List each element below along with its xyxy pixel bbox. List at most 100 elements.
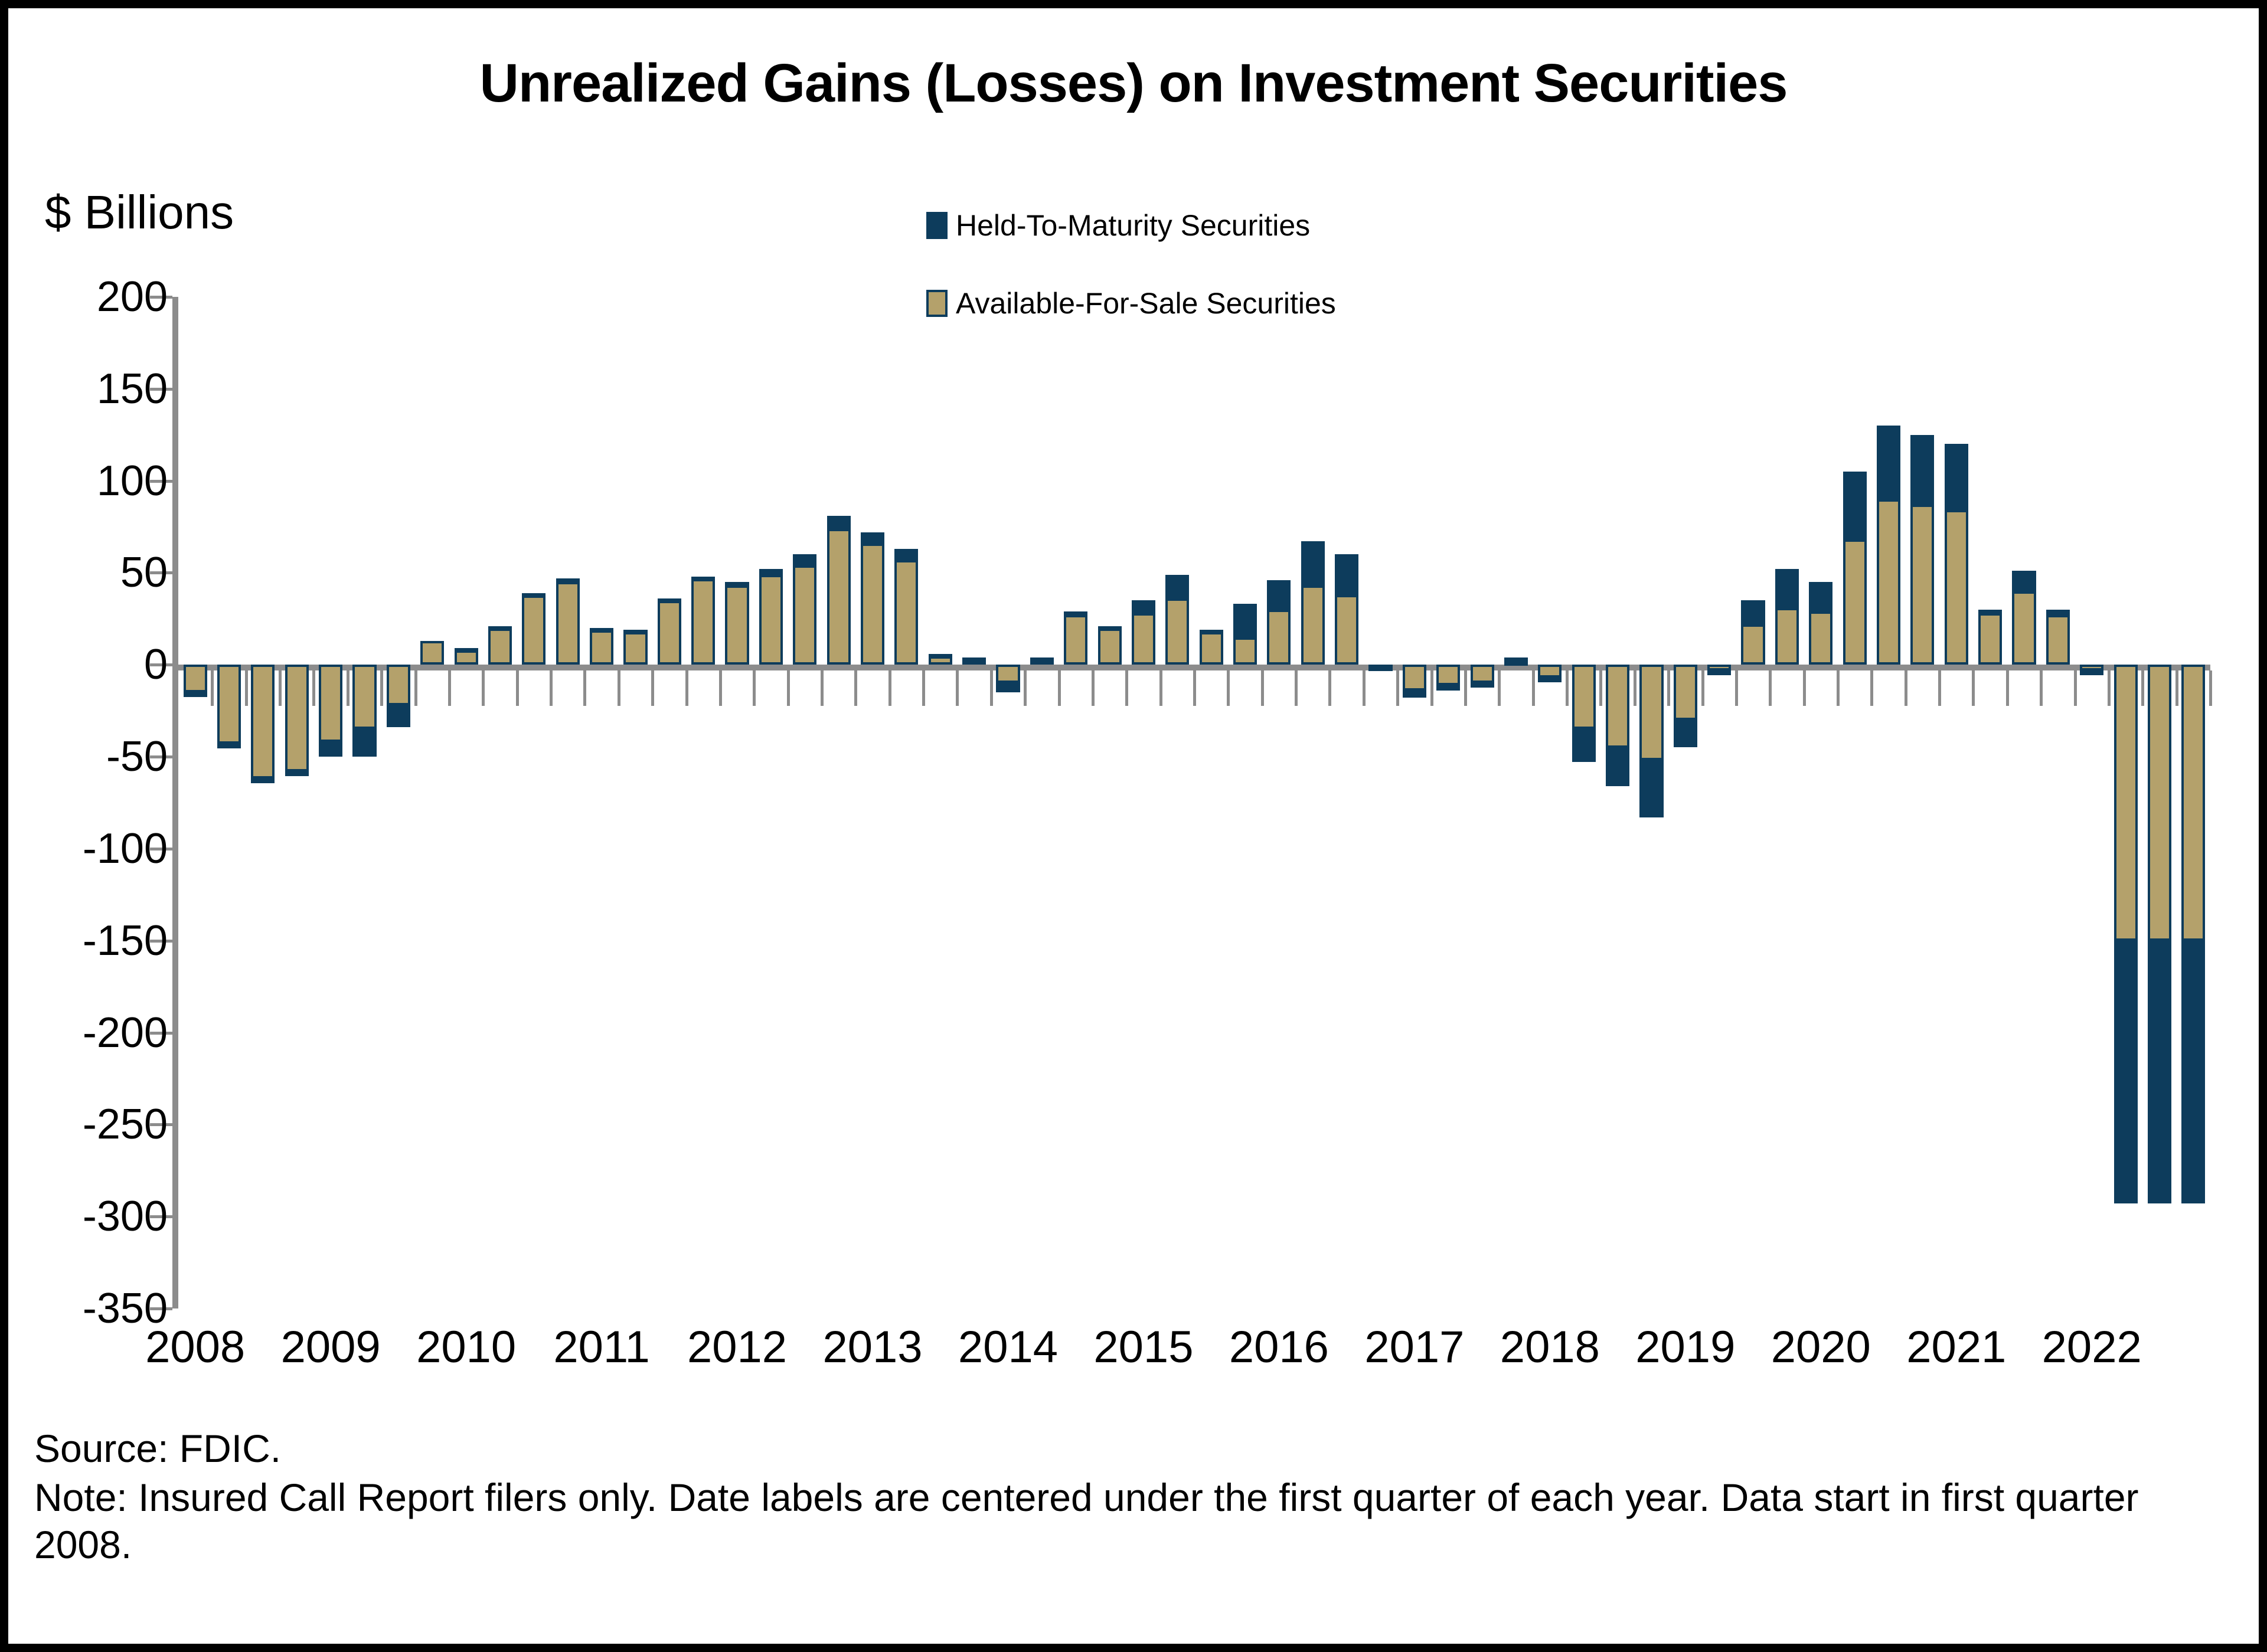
bar-segment-htm bbox=[1538, 678, 1562, 683]
bar-segment-htm bbox=[1910, 434, 1935, 505]
bar-group[interactable] bbox=[1606, 297, 1630, 1308]
bar-group[interactable] bbox=[217, 297, 241, 1308]
bar-group[interactable] bbox=[1910, 297, 1935, 1308]
bar-group[interactable] bbox=[1775, 297, 1799, 1308]
bar-group[interactable] bbox=[1165, 297, 1190, 1308]
legend-item-htm[interactable]: Held-To-Maturity Securities bbox=[926, 209, 1336, 242]
bar-segment-htm bbox=[1876, 426, 1901, 499]
bar-segment-htm bbox=[1741, 600, 1765, 624]
bar-group[interactable] bbox=[1233, 297, 1257, 1308]
x-axis-tick bbox=[1362, 670, 1366, 706]
bar-group[interactable] bbox=[2012, 297, 2036, 1308]
bar-group[interactable] bbox=[860, 297, 885, 1308]
bar-segment-afs bbox=[827, 528, 851, 665]
bar-group[interactable] bbox=[1301, 297, 1325, 1308]
bar-group[interactable] bbox=[2181, 297, 2206, 1308]
bar-segment-htm bbox=[2181, 940, 2206, 1204]
chart-frame: Unrealized Gains (Losses) on Investment … bbox=[8, 8, 2259, 1644]
bar-group[interactable] bbox=[827, 297, 851, 1308]
bar-segment-afs bbox=[1775, 607, 1799, 665]
bar-segment-afs bbox=[1910, 505, 1935, 665]
bar-group[interactable] bbox=[251, 297, 275, 1308]
bar-group[interactable] bbox=[1741, 297, 1765, 1308]
x-axis-tick bbox=[1328, 670, 1332, 706]
y-axis-tick bbox=[150, 387, 172, 391]
bar-group[interactable] bbox=[522, 297, 546, 1308]
bar-segment-afs bbox=[1673, 665, 1697, 720]
bar-segment-afs bbox=[2080, 665, 2104, 670]
bar-group[interactable] bbox=[996, 297, 1020, 1308]
note-line: Note: Insured Call Report filers only. D… bbox=[34, 1475, 2139, 1567]
bar-segment-htm bbox=[1131, 600, 1156, 613]
y-axis-tick bbox=[150, 1123, 172, 1127]
y-axis-line bbox=[172, 297, 178, 1308]
bar-group[interactable] bbox=[759, 297, 783, 1308]
bar-group[interactable] bbox=[386, 297, 410, 1308]
bar-group[interactable] bbox=[2147, 297, 2172, 1308]
bar-group[interactable] bbox=[590, 297, 614, 1308]
bar-segment-afs bbox=[420, 640, 445, 665]
x-axis-year-label: 2012 bbox=[687, 1322, 788, 1372]
bar-group[interactable] bbox=[1402, 297, 1426, 1308]
bar-group[interactable] bbox=[1707, 297, 1732, 1308]
bar-group[interactable] bbox=[1538, 297, 1562, 1308]
x-axis-tick bbox=[279, 670, 282, 706]
bar-group[interactable] bbox=[894, 297, 919, 1308]
bar-group[interactable] bbox=[2046, 297, 2070, 1308]
bar-segment-afs bbox=[1470, 665, 1494, 683]
bar-group[interactable] bbox=[454, 297, 478, 1308]
bar-group[interactable] bbox=[1030, 297, 1054, 1308]
y-axis-tick bbox=[150, 1307, 172, 1310]
bar-group[interactable] bbox=[285, 297, 309, 1308]
bar-group[interactable] bbox=[2080, 297, 2104, 1308]
bar-group[interactable] bbox=[1064, 297, 1088, 1308]
bar-segment-htm bbox=[1301, 541, 1325, 586]
bar-segment-htm bbox=[996, 683, 1020, 692]
bar-group[interactable] bbox=[1876, 297, 1901, 1308]
bar-group[interactable] bbox=[928, 297, 952, 1308]
legend-item-afs[interactable]: Available-For-Sale Securities bbox=[926, 287, 1336, 320]
legend-swatch-htm bbox=[926, 212, 948, 239]
bar-group[interactable] bbox=[623, 297, 648, 1308]
bar-segment-afs bbox=[1097, 627, 1122, 665]
bar-group[interactable] bbox=[1572, 297, 1596, 1308]
bar-segment-htm bbox=[2147, 940, 2172, 1204]
bar-segment-afs bbox=[183, 665, 207, 692]
bar-group[interactable] bbox=[1267, 297, 1291, 1308]
bar-group[interactable] bbox=[1470, 297, 1494, 1308]
bar-group[interactable] bbox=[1368, 297, 1393, 1308]
bar-group[interactable] bbox=[183, 297, 207, 1308]
bar-group[interactable] bbox=[725, 297, 749, 1308]
bar-group[interactable] bbox=[1944, 297, 1968, 1308]
bar-group[interactable] bbox=[1843, 297, 1867, 1308]
bar-segment-htm bbox=[319, 742, 343, 757]
bar-segment-htm bbox=[928, 653, 952, 659]
bar-group[interactable] bbox=[2114, 297, 2138, 1308]
bar-segment-htm bbox=[1673, 719, 1697, 748]
bar-group[interactable] bbox=[319, 297, 343, 1308]
bar-segment-afs bbox=[1944, 510, 1968, 665]
bar-group[interactable] bbox=[1673, 297, 1697, 1308]
bar-group[interactable] bbox=[793, 297, 817, 1308]
bar-group[interactable] bbox=[1978, 297, 2003, 1308]
bar-group[interactable] bbox=[962, 297, 986, 1308]
bar-group[interactable] bbox=[1335, 297, 1359, 1308]
bar-group[interactable] bbox=[488, 297, 512, 1308]
bar-group[interactable] bbox=[691, 297, 716, 1308]
bar-group[interactable] bbox=[1199, 297, 1223, 1308]
bar-group[interactable] bbox=[556, 297, 580, 1308]
x-axis-tick bbox=[1260, 670, 1264, 706]
bar-segment-htm bbox=[1978, 609, 2003, 614]
bar-group[interactable] bbox=[1436, 297, 1461, 1308]
bar-group[interactable] bbox=[657, 297, 681, 1308]
bar-group[interactable] bbox=[420, 297, 445, 1308]
y-axis-tick-label: 200 bbox=[96, 273, 168, 320]
bar-segment-afs bbox=[996, 665, 1020, 683]
bar-group[interactable] bbox=[1639, 297, 1664, 1308]
bar-group[interactable] bbox=[1131, 297, 1156, 1308]
bar-group[interactable] bbox=[1504, 297, 1528, 1308]
bar-group[interactable] bbox=[352, 297, 377, 1308]
bar-group[interactable] bbox=[1809, 297, 1833, 1308]
bar-group[interactable] bbox=[1097, 297, 1122, 1308]
x-axis-tick bbox=[1599, 670, 1603, 706]
